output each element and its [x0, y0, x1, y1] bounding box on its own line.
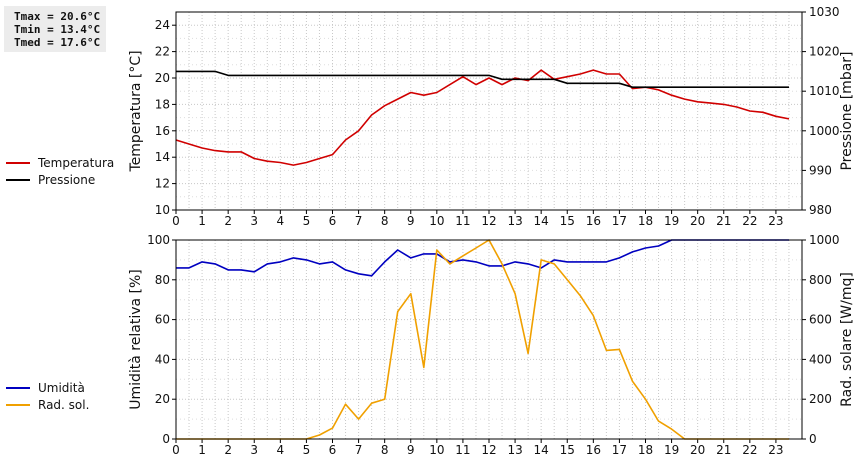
x-tick-label: 9 — [407, 214, 415, 228]
x-tick-label: 4 — [277, 214, 285, 228]
x-tick-label: 12 — [481, 443, 496, 457]
y-left-tick-label: 24 — [155, 18, 170, 32]
x-tick-label: 20 — [690, 443, 705, 457]
x-tick-label: 19 — [664, 214, 679, 228]
x-tick-label: 23 — [768, 443, 783, 457]
x-tick-label: 13 — [507, 443, 522, 457]
legend-label: Rad. sol. — [38, 398, 89, 412]
y-left-tick-label: 10 — [155, 203, 170, 217]
y-left-tick-label: 20 — [155, 392, 170, 406]
y-right-tick-label: 0 — [809, 432, 817, 446]
x-tick-label: 21 — [716, 214, 731, 228]
x-tick-label: 0 — [172, 214, 180, 228]
x-tick-label: 15 — [560, 443, 575, 457]
x-tick-label: 18 — [638, 214, 653, 228]
legend-label: Pressione — [38, 173, 95, 187]
x-tick-label: 10 — [429, 214, 444, 228]
y-right-axis-label: Rad. solare [W/mq] — [839, 272, 855, 407]
y-right-tick-label: 400 — [809, 352, 832, 366]
x-tick-label: 17 — [612, 214, 627, 228]
y-left-tick-label: 40 — [155, 352, 170, 366]
x-tick-label: 18 — [638, 443, 653, 457]
x-tick-label: 17 — [612, 443, 627, 457]
x-tick-label: 2 — [224, 443, 232, 457]
y-right-tick-label: 1020 — [809, 45, 840, 59]
y-left-tick-label: 12 — [155, 177, 170, 191]
x-tick-label: 13 — [507, 214, 522, 228]
x-tick-label: 7 — [355, 214, 363, 228]
y-left-axis-label: Temperatura [°C] — [128, 50, 144, 172]
y-right-tick-label: 200 — [809, 392, 832, 406]
y-left-tick-label: 60 — [155, 313, 170, 327]
y-left-tick-label: 18 — [155, 97, 170, 111]
tmax-text: Tmax = 20.6°C — [14, 10, 101, 23]
series-line-pressione — [176, 70, 789, 88]
x-tick-label: 0 — [172, 443, 180, 457]
x-tick-label: 3 — [250, 214, 258, 228]
y-right-tick-label: 1030 — [809, 5, 840, 19]
x-tick-label: 14 — [534, 214, 549, 228]
x-tick-label: 19 — [664, 443, 679, 457]
y-right-tick-label: 800 — [809, 273, 832, 287]
y-left-tick-label: 0 — [162, 432, 170, 446]
y-right-tick-label: 980 — [809, 203, 832, 217]
y-left-tick-label: 22 — [155, 45, 170, 59]
y-left-tick-label: 20 — [155, 71, 170, 85]
plot-frame — [175, 239, 803, 440]
x-tick-label: 1 — [198, 443, 206, 457]
plot-frame — [175, 11, 803, 211]
x-tick-label: 1 — [198, 214, 206, 228]
x-tick-label: 23 — [768, 214, 783, 228]
x-tick-label: 5 — [303, 214, 311, 228]
y-left-tick-label: 14 — [155, 150, 170, 164]
x-tick-label: 22 — [742, 443, 757, 457]
x-tick-label: 3 — [250, 443, 258, 457]
x-tick-label: 12 — [481, 214, 496, 228]
x-tick-label: 10 — [429, 443, 444, 457]
legend-label: Umidità — [38, 381, 85, 395]
tmed-text: Tmed = 17.6°C — [14, 36, 101, 49]
x-tick-label: 4 — [277, 443, 285, 457]
y-left-axis-label: Umidità relativa [%] — [128, 269, 144, 410]
y-right-tick-label: 600 — [809, 313, 832, 327]
x-tick-label: 2 — [224, 214, 232, 228]
y-right-axis-label: Pressione [mbar] — [839, 51, 855, 170]
y-right-tick-label: 1000 — [809, 124, 840, 138]
x-tick-label: 7 — [355, 443, 363, 457]
stats-box: Tmax = 20.6°C Tmin = 13.4°C Tmed = 17.6°… — [4, 6, 106, 52]
x-tick-label: 14 — [534, 443, 549, 457]
y-left-tick-label: 80 — [155, 273, 170, 287]
x-tick-label: 6 — [329, 443, 337, 457]
x-tick-label: 21 — [716, 443, 731, 457]
y-left-tick-label: 100 — [147, 233, 170, 247]
y-right-tick-label: 990 — [809, 163, 832, 177]
x-tick-label: 15 — [560, 214, 575, 228]
x-tick-label: 16 — [586, 214, 601, 228]
x-tick-label: 9 — [407, 443, 415, 457]
y-right-tick-label: 1010 — [809, 84, 840, 98]
x-tick-label: 6 — [329, 214, 337, 228]
x-tick-label: 11 — [455, 214, 470, 228]
tmin-text: Tmin = 13.4°C — [14, 23, 101, 36]
y-left-tick-label: 16 — [155, 124, 170, 138]
x-tick-label: 22 — [742, 214, 757, 228]
x-tick-label: 8 — [381, 443, 389, 457]
legend-label: Temperatura — [37, 156, 114, 170]
y-right-tick-label: 1000 — [809, 233, 840, 247]
x-tick-label: 5 — [303, 443, 311, 457]
x-tick-label: 20 — [690, 214, 705, 228]
x-tick-label: 8 — [381, 214, 389, 228]
x-tick-label: 11 — [455, 443, 470, 457]
x-tick-label: 16 — [586, 443, 601, 457]
series-line-temperatura — [175, 69, 790, 166]
